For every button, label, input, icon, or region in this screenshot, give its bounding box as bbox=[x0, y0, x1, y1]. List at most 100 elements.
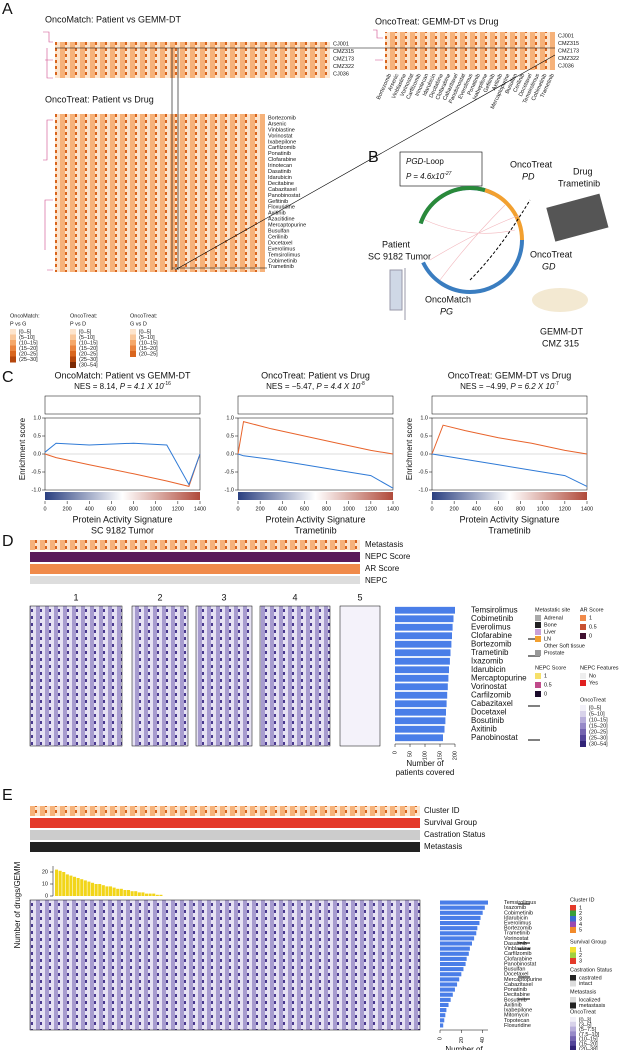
legend-item: (20–25] bbox=[19, 351, 38, 357]
category-label: Vinblastine bbox=[504, 946, 531, 952]
legend-item: Prostate bbox=[544, 650, 564, 656]
legend-swatch bbox=[535, 650, 541, 656]
y-tick-label: 0.0 bbox=[33, 451, 41, 457]
bar bbox=[440, 972, 462, 977]
series-line bbox=[44, 442, 201, 486]
label: Ponatinib bbox=[268, 151, 291, 157]
bar bbox=[440, 997, 451, 1002]
track bbox=[30, 576, 360, 584]
legend-title: P vs D bbox=[70, 321, 86, 327]
label: PG bbox=[440, 306, 453, 316]
x-tick-label: 40 bbox=[480, 1037, 486, 1043]
ring bbox=[416, 186, 524, 294]
bar bbox=[116, 888, 120, 896]
legend-item: 2 bbox=[579, 953, 582, 959]
legend-swatch bbox=[535, 629, 541, 635]
track bbox=[30, 540, 360, 550]
patient-icon bbox=[389, 268, 406, 320]
legend-swatch bbox=[70, 334, 76, 341]
cluster-label: 2 bbox=[157, 592, 162, 602]
legend-title: Metastasis bbox=[570, 989, 597, 995]
bar bbox=[76, 878, 80, 896]
cluster-label: 5 bbox=[357, 592, 362, 602]
x-label: Number of bbox=[406, 759, 444, 768]
panel-d bbox=[29, 540, 540, 747]
legend-item: 1 bbox=[544, 673, 547, 679]
legend-swatch bbox=[570, 958, 576, 964]
category-label: Clofarabine bbox=[471, 631, 512, 640]
legend-item: [0–5] bbox=[139, 329, 152, 335]
category-label: Cabazitaxel bbox=[504, 982, 533, 988]
bar bbox=[440, 956, 467, 961]
label: Cluster ID bbox=[424, 806, 460, 815]
panel-a: OncoMatch: Patient vs GEMM-DT OncoTreat:… bbox=[43, 14, 556, 272]
bar bbox=[395, 649, 451, 657]
legend-swatch bbox=[10, 356, 16, 363]
chart-subtitle: NES = 8.14, P = 4.1 X 10-16 bbox=[74, 381, 171, 391]
dendrogram bbox=[43, 29, 383, 79]
loop-name: PGD bbox=[406, 157, 424, 166]
legend-swatch bbox=[580, 711, 586, 717]
legend-item: (15–20] bbox=[589, 723, 608, 729]
legend-item: [0–5] bbox=[589, 705, 602, 711]
legend-swatch bbox=[570, 1002, 576, 1009]
bar bbox=[94, 884, 98, 896]
bar bbox=[73, 876, 77, 896]
legend-title: G vs D bbox=[130, 321, 147, 327]
bar bbox=[105, 886, 109, 896]
label: NEPC bbox=[365, 576, 387, 585]
category-label: Bortezomib bbox=[471, 639, 512, 648]
legend-swatch bbox=[70, 362, 76, 368]
label: Idarubicin bbox=[268, 175, 292, 181]
x-tick-label: 1000 bbox=[343, 506, 355, 512]
legend-swatch bbox=[70, 340, 76, 346]
legend-swatch bbox=[570, 952, 576, 959]
heatmap bbox=[29, 605, 123, 747]
legend-item: (25–30] bbox=[19, 357, 38, 363]
legend-swatch bbox=[580, 673, 586, 679]
track bbox=[30, 564, 360, 574]
legend-title: NEPC Features bbox=[580, 665, 619, 671]
loop-suffix: -Loop bbox=[423, 157, 444, 166]
legend-item: (15–20] bbox=[139, 346, 158, 352]
bar bbox=[440, 992, 453, 997]
label: CJ001 bbox=[333, 41, 349, 47]
bar bbox=[395, 717, 446, 725]
legend-swatch bbox=[130, 351, 136, 357]
label: Cabazitaxel bbox=[268, 187, 297, 193]
bar bbox=[112, 887, 116, 896]
label: CMZ315 bbox=[558, 41, 579, 47]
y-tick-label: -1.0 bbox=[419, 487, 428, 493]
bar bbox=[395, 632, 452, 640]
category-label: Bosutinib bbox=[471, 716, 504, 725]
category-label: Docetaxel bbox=[504, 972, 528, 978]
label: Busulfan bbox=[268, 229, 289, 235]
chart-title: OncoTreat: Patient vs Drug bbox=[261, 370, 370, 380]
bar bbox=[119, 888, 123, 896]
label: Vinblastine bbox=[268, 127, 295, 133]
p-exp: -8 bbox=[360, 381, 365, 387]
legend-item: (15–20] bbox=[19, 346, 38, 352]
legend-swatch bbox=[535, 643, 541, 649]
x-tick-label: 600 bbox=[300, 506, 309, 512]
legend-swatch bbox=[70, 351, 76, 357]
y-tick-label: 10 bbox=[42, 881, 48, 887]
loop: PGD-Loop bbox=[406, 157, 444, 166]
p: P = 4.6x10 bbox=[406, 172, 445, 181]
legend-item: (15–20] bbox=[79, 346, 98, 352]
x-tick-label: 150 bbox=[437, 751, 443, 760]
y-tick-label: 0.0 bbox=[226, 451, 234, 457]
chart-title: OncoTreat: GEMM-DT vs Drug bbox=[448, 370, 572, 380]
legend-swatch bbox=[10, 340, 16, 346]
legend-item: (10–15] bbox=[579, 1037, 598, 1043]
label: GEMM-DT bbox=[540, 326, 583, 336]
heatmap bbox=[385, 32, 555, 70]
bar bbox=[395, 606, 455, 614]
legend-item: Bone bbox=[544, 622, 557, 628]
ring bbox=[416, 186, 524, 294]
x-tick-label: 1000 bbox=[150, 506, 162, 512]
category-label: Clofarabine bbox=[504, 956, 532, 962]
category-label: Panobinostat bbox=[471, 733, 518, 742]
category-label: Carfilzomib bbox=[504, 951, 532, 957]
hit-strip bbox=[237, 395, 394, 415]
